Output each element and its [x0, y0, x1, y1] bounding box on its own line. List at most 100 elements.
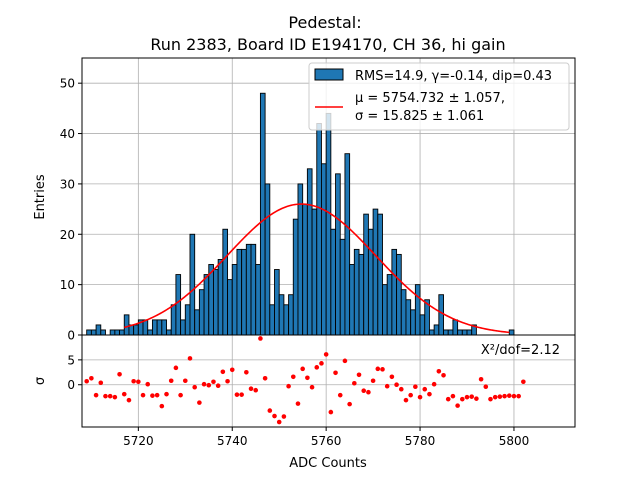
histogram-bar	[231, 264, 238, 336]
histogram-bar	[119, 329, 125, 336]
histogram-bar	[90, 329, 97, 336]
histogram-bar	[377, 213, 383, 336]
histogram-bar	[405, 299, 412, 336]
residual-point	[408, 392, 413, 398]
histogram-bar	[433, 324, 440, 336]
residual-point	[323, 352, 329, 357]
histogram-bar	[222, 228, 229, 336]
residual-point	[192, 384, 197, 390]
histogram-bar	[414, 284, 421, 336]
histogram-bar	[306, 168, 313, 336]
histogram-bar	[452, 319, 459, 336]
bottom-axes-frame	[81, 334, 576, 428]
residual-point	[337, 392, 343, 398]
histogram-bar	[339, 238, 346, 336]
histogram-bar	[170, 304, 177, 336]
histogram-bar	[217, 259, 224, 336]
top-y-tick-label: 30	[60, 177, 75, 191]
top-y-tick-label: 20	[60, 228, 75, 242]
residual-point	[84, 378, 89, 384]
residual-point	[375, 366, 381, 372]
residual-point	[98, 380, 104, 386]
residual-point	[417, 394, 423, 400]
residual-point	[145, 381, 151, 387]
histogram-bar	[358, 253, 365, 336]
residual-point	[107, 393, 113, 399]
residual-point	[262, 375, 268, 381]
residual-point	[483, 384, 489, 390]
residual-point	[290, 374, 296, 380]
histogram-bar	[255, 264, 261, 336]
bottom-y-axis-label: σ	[33, 377, 48, 385]
histogram-bar	[114, 329, 121, 336]
x-tick-label: 5780	[405, 434, 436, 448]
residual-point	[253, 387, 259, 393]
histogram-bar	[400, 289, 407, 336]
residual-point	[281, 414, 287, 419]
residual-point	[474, 396, 479, 401]
histogram-bar	[161, 319, 167, 336]
histogram-bar	[86, 329, 92, 336]
residual-point	[239, 392, 244, 397]
residual-point	[244, 369, 249, 375]
residual-point	[300, 366, 305, 372]
bottom-y-ticks: 05	[67, 353, 82, 392]
bottom-y-tick-label: 5	[67, 353, 75, 367]
histogram-bar	[325, 112, 332, 336]
residual-point	[154, 392, 160, 398]
residual-point	[220, 369, 226, 375]
legend-fit-label-line1: μ = 5754.732 ± 1.057,	[355, 91, 505, 106]
bottom-x-ticks: 5720 5740 5760 5780 5800	[123, 427, 529, 448]
residual-point	[168, 378, 174, 384]
residual-point	[502, 393, 507, 399]
histogram-bar	[123, 314, 130, 336]
histogram-bar	[335, 173, 341, 336]
histogram-bar	[274, 269, 280, 336]
top-y-tick-label: 0	[67, 329, 75, 343]
residual-point	[305, 375, 310, 381]
residual-point	[506, 393, 512, 398]
residual-point	[276, 419, 282, 425]
histogram-bar	[142, 319, 149, 336]
residual-point	[258, 336, 263, 341]
residual-point	[295, 401, 301, 406]
residual-point	[234, 392, 240, 397]
residual-point	[436, 369, 442, 374]
residual-point	[309, 384, 315, 390]
residual-point	[89, 375, 94, 381]
histogram-bar	[344, 153, 351, 336]
top-y-tick-label: 10	[60, 278, 75, 292]
residual-point	[445, 396, 451, 402]
x-tick-label: 5800	[499, 434, 530, 448]
residual-point	[225, 378, 230, 384]
histogram-bar	[213, 269, 219, 336]
legend-fit-label-line2: σ = 15.825 ± 1.061	[355, 109, 484, 124]
residual-point	[182, 378, 188, 384]
residual-point	[460, 396, 465, 402]
histogram-bar	[250, 243, 257, 336]
chart-title-line1: Pedestal:	[288, 13, 361, 32]
residual-point	[342, 358, 348, 364]
residual-point	[398, 386, 404, 392]
residual-point	[267, 408, 273, 413]
residual-point	[356, 372, 362, 378]
residual-point	[319, 361, 324, 366]
residual-point	[121, 391, 127, 397]
histogram-bar	[330, 228, 336, 336]
histogram-bar	[443, 329, 449, 336]
residual-point	[497, 394, 503, 399]
histogram-bar	[175, 274, 182, 336]
residual-point	[352, 380, 357, 386]
histogram-bar	[203, 274, 210, 336]
histogram-bar	[396, 253, 402, 336]
residual-point	[206, 382, 212, 388]
residual-point	[286, 383, 291, 389]
histogram-bar	[508, 329, 515, 336]
residual-point	[366, 389, 371, 395]
residual-point	[187, 356, 193, 361]
histogram-bar	[288, 294, 294, 336]
residual-point	[126, 397, 132, 403]
histogram-bar	[166, 329, 172, 336]
histogram-bar	[367, 228, 374, 336]
